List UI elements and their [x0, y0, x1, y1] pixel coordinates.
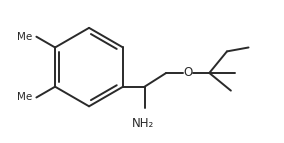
Text: O: O	[183, 66, 192, 80]
Text: NH₂: NH₂	[131, 117, 154, 130]
Text: Me: Me	[17, 32, 32, 42]
Text: Me: Me	[17, 93, 32, 103]
